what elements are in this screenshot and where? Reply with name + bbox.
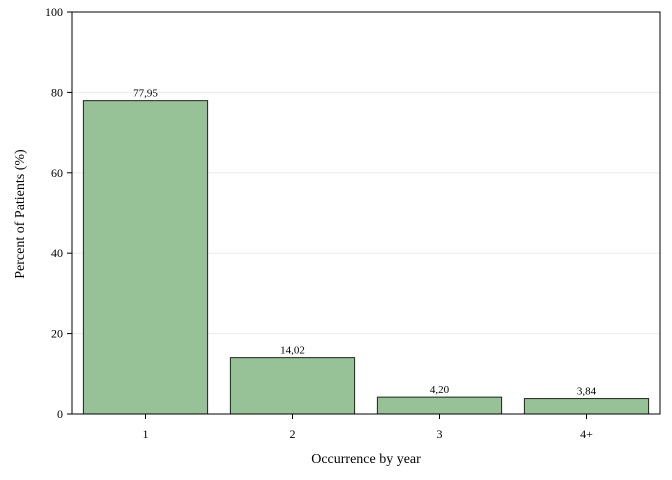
x-tick-label-3: 3 xyxy=(437,427,443,441)
data-labels: 77,95 14,02 4,20 3,84 xyxy=(133,88,597,398)
y-axis-title: Percent of Patients (%) xyxy=(13,149,28,279)
x-tick-label-1: 1 xyxy=(143,427,149,441)
axes: 1 2 3 4+ 0 20 40 60 80 100 xyxy=(45,5,661,441)
y-tick-label-40: 40 xyxy=(51,246,63,260)
y-tick-label-80: 80 xyxy=(51,85,63,99)
bar-3 xyxy=(376,396,503,415)
data-label-1: 77,95 xyxy=(133,88,158,100)
y-tick-label-0: 0 xyxy=(57,407,63,421)
bar-4+ xyxy=(523,398,650,415)
x-axis-title: Occurrence by year xyxy=(311,452,421,467)
data-label-3: 4,20 xyxy=(430,384,450,396)
x-tick-label-2: 2 xyxy=(290,427,296,441)
plot-frame xyxy=(71,11,661,415)
bars xyxy=(82,100,650,415)
y-tick-label-100: 100 xyxy=(45,5,63,19)
bar-2 xyxy=(229,357,356,415)
bar-1 xyxy=(82,100,209,415)
x-tick-label-4+: 4+ xyxy=(580,427,593,441)
data-label-4+: 3,84 xyxy=(577,386,597,398)
y-tick-label-20: 20 xyxy=(51,327,63,341)
data-label-2: 14,02 xyxy=(280,345,305,357)
y-tick-label-60: 60 xyxy=(51,166,63,180)
